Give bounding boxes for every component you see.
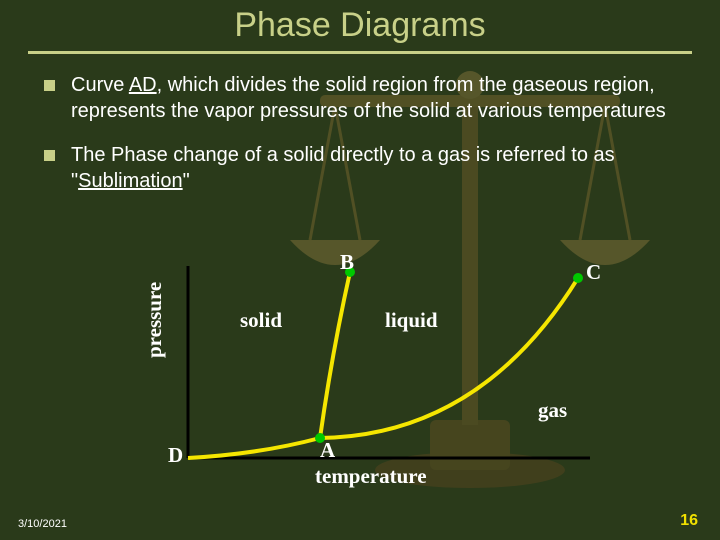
- bullet-text: Curve AD, which divides the solid region…: [71, 72, 676, 124]
- footer-page-number: 16: [680, 512, 698, 530]
- bullet-item: Curve AD, which divides the solid region…: [44, 72, 676, 124]
- x-axis-label: temperature: [315, 464, 427, 489]
- label-a: A: [320, 438, 335, 463]
- y-axis-label: pressure: [142, 282, 167, 358]
- title-underline: [28, 51, 692, 54]
- curve-ab: [320, 272, 350, 438]
- region-liquid: liquid: [385, 308, 438, 333]
- phase-diagram: pressure temperature B C A D solid liqui…: [150, 258, 610, 498]
- curve-ad: [188, 438, 320, 458]
- bullet-item: The Phase change of a solid directly to …: [44, 142, 676, 194]
- bullet-marker-icon: [44, 150, 55, 161]
- page-title: Phase Diagrams: [0, 0, 720, 45]
- point-c: [573, 273, 583, 283]
- bullet-list: Curve AD, which divides the solid region…: [44, 72, 676, 194]
- region-solid: solid: [240, 308, 282, 333]
- label-d: D: [168, 443, 183, 468]
- label-b: B: [340, 250, 354, 275]
- bullet-marker-icon: [44, 80, 55, 91]
- label-c: C: [586, 260, 601, 285]
- footer-date: 3/10/2021: [18, 518, 67, 530]
- region-gas: gas: [538, 398, 567, 423]
- bullet-text: The Phase change of a solid directly to …: [71, 142, 676, 194]
